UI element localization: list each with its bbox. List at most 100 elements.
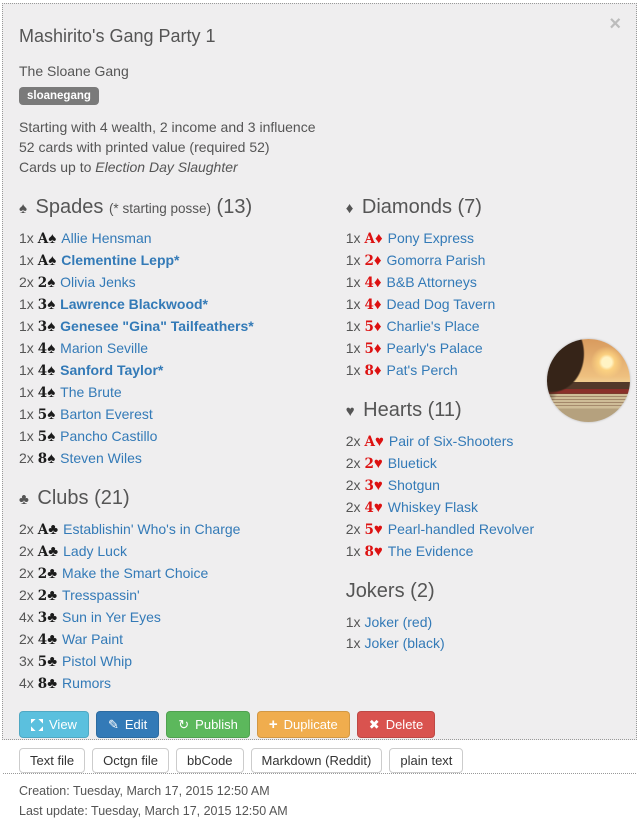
card-link[interactable]: Bluetick xyxy=(387,455,437,471)
club-pip-icon: ♣ xyxy=(47,653,58,670)
export-bbcode-button[interactable]: bbCode xyxy=(176,748,244,773)
cards-up-to-line: Cards up to Election Day Slaughter xyxy=(19,159,238,175)
card-link[interactable]: Rumors xyxy=(62,675,112,691)
card-value: A xyxy=(37,253,49,269)
card-row: 2x A♣ Establishin' Who's in Charge xyxy=(19,519,344,541)
right-column: ♦ Diamonds (7) 1x A♦ Pony Express 1x 2♦ Gomor… xyxy=(344,179,622,695)
card-row: 2x 5♥ Pearl-handled Revolver xyxy=(346,519,622,541)
card-row: 1x 4♠ Sanford Taylor* xyxy=(19,360,344,382)
duplicate-button[interactable]: + Duplicate xyxy=(256,711,350,738)
card-row: 1x 2♦ Gomorra Parish xyxy=(346,250,622,272)
spade-pip-icon: ♠ xyxy=(47,406,56,423)
export-octgn-file-button[interactable]: Octgn file xyxy=(92,748,169,773)
card-link[interactable]: Establishin' Who's in Charge xyxy=(63,521,241,537)
card-link[interactable]: Joker (red) xyxy=(364,614,433,630)
card-quantity: 2x xyxy=(19,587,34,603)
card-link[interactable]: Tresspassin' xyxy=(62,587,140,603)
card-link[interactable]: Pearl-handled Revolver xyxy=(387,521,535,537)
card-quantity: 1x xyxy=(19,362,34,378)
card-link[interactable]: Pancho Castillo xyxy=(60,428,158,444)
card-value: 5 xyxy=(364,341,374,357)
card-value: 2 xyxy=(37,566,48,582)
card-link[interactable]: Pat's Perch xyxy=(386,362,458,378)
card-row: 2x A♥ Pair of Six-Shooters xyxy=(346,431,622,453)
card-list: 1x Joker (red) 1x Joker (black) xyxy=(346,612,622,654)
close-icon[interactable]: × xyxy=(609,13,621,35)
card-link[interactable]: Sanford Taylor* xyxy=(60,362,164,378)
view-button[interactable]: View xyxy=(19,711,89,738)
card-quantity: 1x xyxy=(345,252,361,268)
export-plain-text-button[interactable]: plain text xyxy=(389,748,464,773)
card-link[interactable]: Charlie's Place xyxy=(386,318,480,334)
section-title: Hearts xyxy=(363,399,423,421)
card-link[interactable]: Whiskey Flask xyxy=(387,499,479,515)
card-value: 4 xyxy=(37,341,48,357)
card-link[interactable]: Genesee "Gina" Tailfeathers* xyxy=(60,318,254,334)
card-link[interactable]: Lawrence Blackwood* xyxy=(60,296,208,312)
card-row: 1x 3♠ Genesee "Gina" Tailfeathers* xyxy=(19,316,344,338)
section-heading-diamonds: ♦ Diamonds (7) xyxy=(346,196,622,219)
card-link[interactable]: B&B Attorneys xyxy=(386,274,477,290)
card-quantity: 1x xyxy=(345,296,361,312)
section-count: (7) xyxy=(457,196,482,218)
card-link[interactable]: The Brute xyxy=(60,384,122,400)
diamond-pip-icon: ♦ xyxy=(373,340,382,357)
deck-detail-modal: × Mashirito's Gang Party 1 The Sloane Ga… xyxy=(2,3,637,818)
export-row: Text file Octgn file bbCode Markdown (Re… xyxy=(19,748,622,773)
card-link[interactable]: Gomorra Parish xyxy=(386,252,486,268)
card-link[interactable]: War Paint xyxy=(62,631,123,647)
card-row: 4x 3♣ Sun in Yer Eyes xyxy=(19,607,344,629)
card-quantity: 1x xyxy=(19,252,34,268)
card-row: 2x 2♣ Make the Smart Choice xyxy=(19,563,344,585)
card-link[interactable]: Joker (black) xyxy=(364,635,445,651)
publish-button[interactable]: ↻ Publish xyxy=(166,711,250,738)
card-link[interactable]: Sun in Yer Eyes xyxy=(62,609,161,625)
card-link[interactable]: Marion Seville xyxy=(60,340,149,356)
heart-pip-icon: ♥ xyxy=(373,499,383,516)
card-link[interactable]: Lady Luck xyxy=(63,543,127,559)
card-value: 4 xyxy=(364,500,374,516)
outfit-name: The Sloane Gang xyxy=(19,63,129,79)
card-link[interactable]: Pony Express xyxy=(387,230,474,246)
club-pip-icon: ♣ xyxy=(47,631,58,648)
spade-pip-icon: ♠ xyxy=(47,274,56,291)
card-value: 2 xyxy=(37,588,48,604)
card-link[interactable]: Barton Everest xyxy=(60,406,153,422)
club-pip-icon: ♣ xyxy=(47,565,58,582)
card-link[interactable]: Pistol Whip xyxy=(62,653,133,669)
card-value: 4 xyxy=(364,275,374,291)
spade-suit-icon: ♠ xyxy=(19,200,27,217)
section-jokers: Jokers (2) 1x Joker (red) 1x Joker (black) xyxy=(344,580,622,654)
card-row: 1x 4♠ The Brute xyxy=(19,382,344,404)
card-link[interactable]: Steven Wiles xyxy=(60,450,142,466)
card-row: 2x A♣ Lady Luck xyxy=(19,541,344,563)
card-link[interactable]: Shotgun xyxy=(387,477,440,493)
section-count: (11) xyxy=(427,399,462,421)
card-link[interactable]: Pair of Six-Shooters xyxy=(388,433,514,449)
card-quantity: 1x xyxy=(345,318,361,334)
card-link[interactable]: Allie Hensman xyxy=(61,230,152,246)
edit-button[interactable]: ✎ Edit xyxy=(95,711,160,738)
latest-pack-name: Election Day Slaughter xyxy=(95,159,238,175)
card-link[interactable]: Pearly's Palace xyxy=(386,340,483,356)
delete-button[interactable]: ✖ Delete xyxy=(356,711,436,738)
card-quantity: 1x xyxy=(19,428,34,444)
card-link[interactable]: The Evidence xyxy=(387,543,474,559)
card-quantity: 1x xyxy=(345,543,361,559)
card-row: 2x 4♥ Whiskey Flask xyxy=(346,497,622,519)
card-row: 1x 5♠ Barton Everest xyxy=(19,404,344,426)
card-quantity: 2x xyxy=(19,565,34,581)
card-value: 5 xyxy=(37,654,48,670)
card-link[interactable]: Clementine Lepp* xyxy=(61,252,180,268)
last-update-date: Last update: Tuesday, March 17, 2015 12:… xyxy=(19,804,288,818)
card-row: 1x Joker (red) xyxy=(346,612,622,633)
card-quantity: 2x xyxy=(19,274,34,290)
export-markdown-reddit-button[interactable]: Markdown (Reddit) xyxy=(250,748,383,773)
card-link[interactable]: Make the Smart Choice xyxy=(62,565,209,581)
card-link[interactable]: Dead Dog Tavern xyxy=(386,296,496,312)
section-hearts: ♥ Hearts (11) 2x A♥ Pair of Six-Shooters 2x… xyxy=(344,399,622,563)
card-value: 3 xyxy=(37,297,48,313)
card-link[interactable]: Olivia Jenks xyxy=(60,274,136,290)
card-value: 8 xyxy=(364,544,374,560)
export-text-file-button[interactable]: Text file xyxy=(19,748,86,773)
